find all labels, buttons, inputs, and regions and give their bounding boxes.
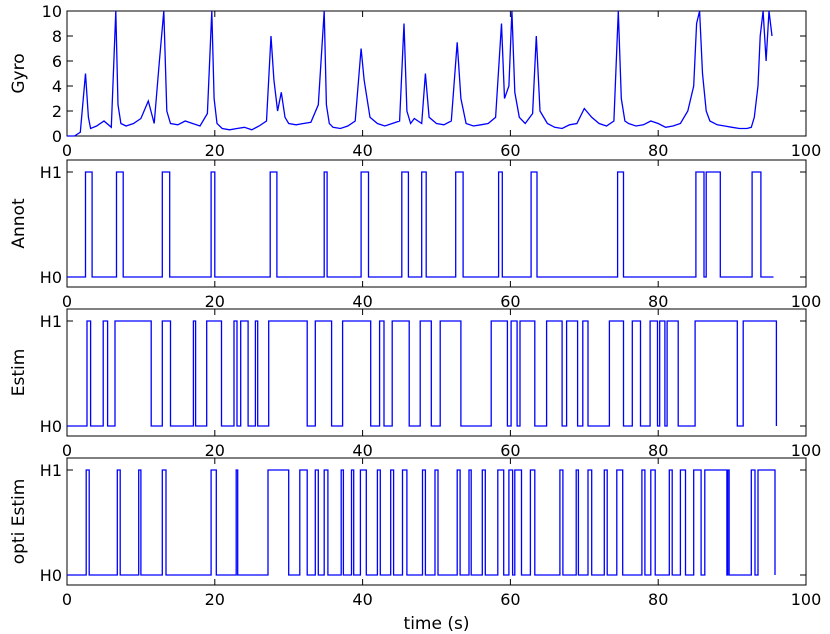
panel-2: 0 20 40 60 80 100 H0 H1 Estim (9, 308, 822, 460)
x-tick-label: 100 (791, 441, 822, 460)
x-tick-label: 0 (62, 292, 72, 311)
y-tick-label: 6 (52, 52, 62, 71)
series-line (67, 469, 776, 576)
plot-frame (66, 308, 807, 437)
panel-0: 0 20 40 60 80 100 0 2 4 6 8 10 Gyro (9, 2, 821, 160)
plot-frame (66, 10, 807, 137)
plot-frame (66, 457, 807, 586)
x-tick-label: 60 (500, 141, 520, 160)
series-line (67, 171, 774, 278)
y-tick-label: 10 (42, 2, 62, 21)
x-tick-label: 20 (205, 292, 225, 311)
y-axis-label: Annot (9, 198, 29, 249)
y-tick-label: 0 (52, 127, 62, 146)
x-tick-label: 40 (352, 590, 372, 609)
x-axis-label: time (s) (404, 614, 470, 634)
y-tick-label: H1 (40, 163, 62, 182)
y-axis-label: Gyro (9, 53, 29, 93)
x-tick-label: 100 (791, 292, 822, 311)
y-tick-label: 8 (52, 27, 62, 46)
y-tick-label: 4 (52, 77, 62, 96)
panel-3: 0 20 40 60 80 100 H0 H1 opti Estim time (s) (9, 457, 822, 634)
series-line (67, 320, 778, 427)
x-tick-label: 80 (648, 141, 668, 160)
y-axis-label: opti Estim (9, 479, 29, 565)
y-tick-label: H0 (40, 268, 62, 287)
y-tick-label: H1 (40, 461, 62, 480)
x-tick-label: 40 (352, 141, 372, 160)
y-axis-label: Estim (9, 349, 29, 397)
y-tick-label: H1 (40, 312, 62, 331)
x-tick-label: 20 (205, 590, 225, 609)
x-tick-label: 60 (500, 590, 520, 609)
x-tick-label: 60 (500, 292, 520, 311)
x-tick-label: 80 (648, 441, 668, 460)
x-tick-label: 0 (62, 590, 72, 609)
x-tick-label: 80 (648, 292, 668, 311)
x-tick-label: 20 (205, 441, 225, 460)
y-tick-label: H0 (40, 417, 62, 436)
x-tick-label: 60 (500, 441, 520, 460)
x-tick-label: 0 (62, 141, 72, 160)
x-tick-label: 40 (352, 441, 372, 460)
panel-1: 0 20 40 60 80 100 H0 H1 Annot (9, 159, 822, 311)
x-tick-label: 100 (791, 590, 822, 609)
plot-frame (66, 159, 807, 288)
series-line (67, 10, 773, 137)
y-tick-label: 2 (52, 102, 62, 121)
x-tick-label: 20 (205, 141, 225, 160)
x-tick-label: 100 (791, 141, 822, 160)
y-tick-label: H0 (40, 566, 62, 585)
x-tick-label: 80 (648, 590, 668, 609)
x-tick-label: 0 (62, 441, 72, 460)
x-tick-label: 40 (352, 292, 372, 311)
